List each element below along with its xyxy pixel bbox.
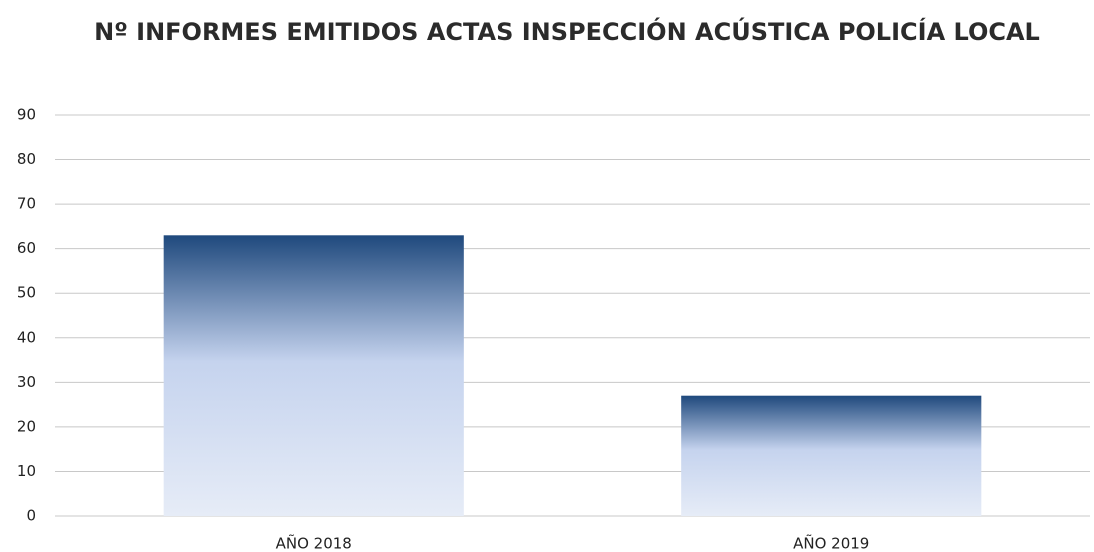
y-tick-label: 20 (17, 417, 36, 435)
y-tick-label: 50 (17, 284, 36, 302)
bar (163, 235, 464, 517)
x-tick-label: AÑO 2018 (276, 534, 352, 552)
y-tick-label: 70 (17, 195, 36, 213)
x-tick-label: AÑO 2019 (793, 534, 869, 552)
y-tick-label: 60 (17, 239, 36, 257)
bar (681, 395, 982, 516)
y-tick-label: 90 (17, 106, 36, 124)
y-tick-label: 30 (17, 373, 36, 391)
y-tick-label: 80 (17, 150, 36, 168)
y-tick-label: 40 (17, 328, 36, 346)
y-tick-label: 10 (17, 462, 36, 480)
chart-title: Nº INFORMES EMITIDOS ACTAS INSPECCIÓN AC… (94, 16, 1040, 46)
y-tick-label: 0 (26, 507, 36, 525)
